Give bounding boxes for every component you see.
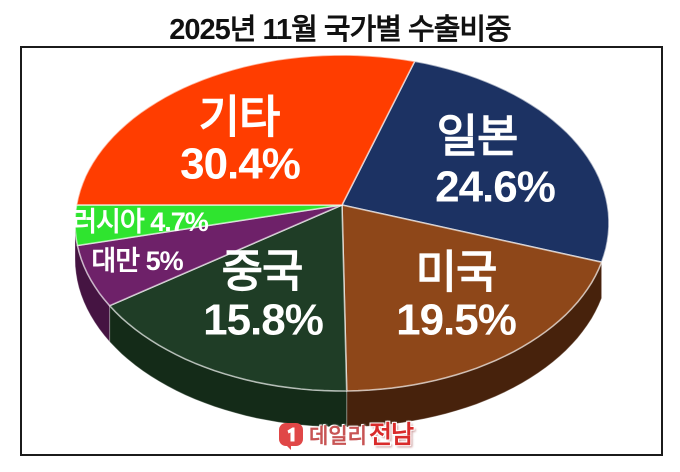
watermark-brand-first: 데일리 (309, 424, 367, 448)
pie-label-others-name: 기타 (199, 92, 280, 143)
pie-slice-taiwan (76, 204, 343, 307)
pie-label-usa-value: 19.5% (396, 296, 516, 345)
pie-label-russia-name: 러시아 4.7% (72, 207, 209, 237)
chart-title: 2025년 11월 국가별 수출비중 (169, 14, 511, 46)
pie-slice-usa (341, 204, 603, 392)
pie-label-taiwan-name: 대만 5% (91, 246, 183, 276)
pie-label-japan-name: 일본 (437, 111, 518, 162)
pie-slice-china (108, 204, 348, 392)
pie-label-china-value: 15.8% (203, 296, 323, 345)
pie-label-japan-value: 24.6% (435, 163, 555, 212)
daily-jeonnam-logo-icon (279, 422, 303, 450)
pie-slice-others (75, 54, 416, 206)
pie-slice-russia (74, 204, 343, 247)
pie-label-usa-name: 미국 (416, 247, 497, 298)
pie-label-china-name: 중국 (222, 246, 303, 297)
watermark-brand-second: 전남 (368, 420, 414, 449)
watermark-daily-jeonnam: 데일리 전남 (278, 420, 414, 452)
pie-label-others-value: 30.4% (180, 140, 300, 189)
pie-slice-japan (341, 60, 610, 263)
